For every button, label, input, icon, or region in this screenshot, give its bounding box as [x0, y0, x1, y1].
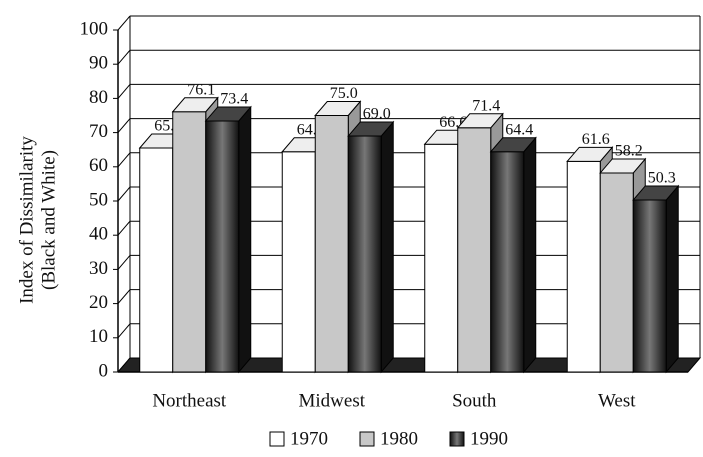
bar-top [632, 185, 680, 201]
bar [490, 151, 525, 373]
bar [424, 143, 459, 373]
value-label: 76.1 [187, 81, 215, 98]
grid-line [117, 323, 131, 339]
bar-top [314, 101, 362, 116]
y-tick-label: 40 [89, 224, 108, 245]
bar [139, 147, 174, 373]
grid-line [117, 84, 131, 99]
bar-side [665, 184, 679, 374]
bar-side [380, 120, 394, 374]
legend-label: 1980 [380, 428, 418, 449]
legend-label: 1990 [470, 428, 508, 449]
grid-line [117, 186, 131, 202]
value-label: 64.4 [505, 121, 533, 138]
bar-top [171, 97, 219, 113]
bar-top [204, 106, 252, 122]
legend-swatch [359, 431, 375, 447]
y-tick-label: 80 [89, 87, 108, 108]
y-tick-label: 30 [89, 258, 108, 279]
bar [347, 135, 382, 373]
y-tick-label: 0 [99, 360, 109, 381]
bar [281, 151, 316, 373]
y-axis-label: (Black and White) [38, 150, 59, 290]
y-tick-label: 60 [89, 155, 108, 176]
bar [632, 199, 667, 373]
value-label: 50.3 [648, 170, 676, 187]
value-label: 75.0 [330, 85, 358, 102]
value-label: 71.4 [472, 97, 500, 114]
x-tick-label: Midwest [299, 390, 366, 411]
y-tick-label: 90 [89, 53, 108, 74]
x-tick-label: West [598, 390, 636, 411]
bar-top [489, 137, 537, 153]
bar-side [238, 105, 252, 374]
legend-label: 1970 [290, 428, 328, 449]
bar-top [566, 146, 614, 162]
bar-top [347, 121, 395, 137]
value-label: 69.0 [363, 106, 391, 123]
grid-line [117, 118, 131, 133]
grid-line [117, 49, 131, 65]
grid-line [117, 152, 131, 168]
x-tick-label: South [452, 390, 497, 411]
bar [457, 127, 492, 373]
grid-line [117, 289, 131, 304]
grid-line [117, 15, 131, 31]
grid-line [117, 220, 131, 236]
x-tick-label: Northeast [152, 390, 227, 411]
legend-swatch [269, 431, 285, 447]
y-tick-label: 70 [89, 121, 108, 142]
grid-line [117, 255, 131, 270]
bar [205, 120, 240, 373]
y-tick-label: 50 [89, 189, 108, 210]
bar [566, 160, 601, 373]
bar-top [456, 113, 504, 129]
bar [172, 111, 207, 373]
bar [599, 172, 634, 373]
value-label: 61.6 [582, 131, 610, 148]
y-tick-label: 10 [89, 326, 108, 347]
bar-top [599, 158, 647, 174]
bar-side [523, 136, 537, 374]
value-label: 73.4 [220, 91, 248, 108]
bar [314, 115, 349, 373]
legend-swatch [449, 431, 465, 447]
y-axis-label: Index of Dissimilarity [16, 136, 37, 304]
value-label: 58.2 [615, 143, 643, 160]
y-tick-label: 20 [89, 292, 108, 313]
y-tick-label: 100 [80, 18, 109, 39]
